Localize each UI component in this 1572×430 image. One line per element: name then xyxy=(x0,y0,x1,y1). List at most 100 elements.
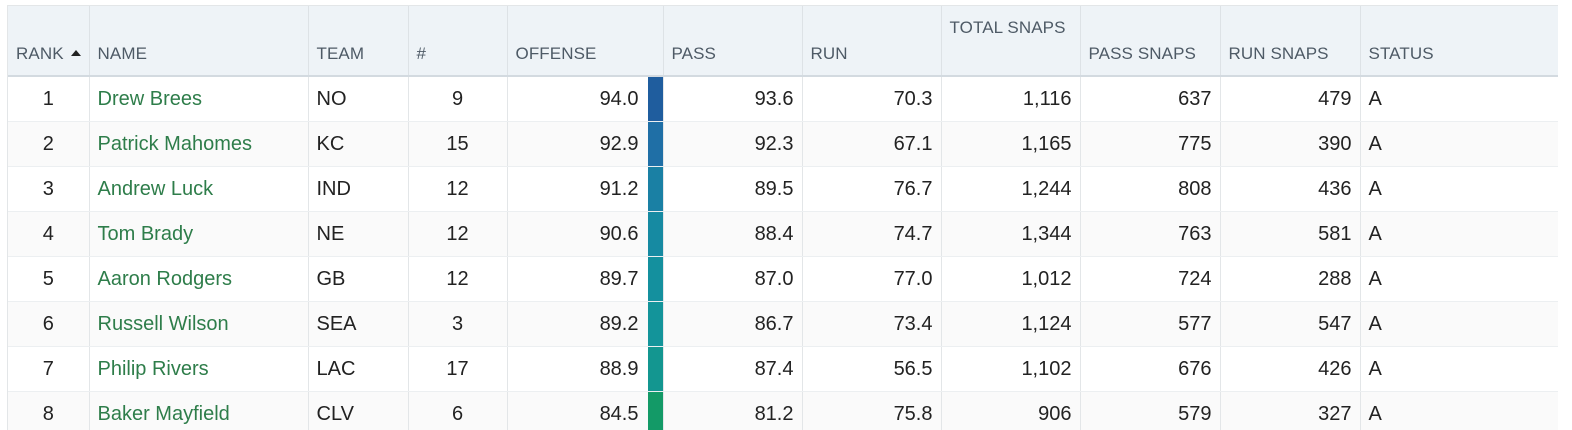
run-snaps-cell: 547 xyxy=(1220,302,1360,347)
status-cell: A xyxy=(1360,122,1558,167)
column-header-label: TOTAL SNAPS xyxy=(950,18,1066,37)
column-header-rank[interactable]: RANK xyxy=(8,6,89,76)
pass-grade-cell: 93.6 xyxy=(663,76,802,122)
table-row[interactable]: 4 Tom Brady NE 12 90.6 88.4 74.7 1,344 7… xyxy=(8,212,1558,257)
player-name-link[interactable]: Baker Mayfield xyxy=(89,392,308,430)
run-snaps-cell: 581 xyxy=(1220,212,1360,257)
offense-grade-cell: 94.0 xyxy=(507,76,663,122)
offense-grade-value: 91.2 xyxy=(600,178,639,200)
jersey-number-cell: 6 xyxy=(408,392,507,430)
status-cell: A xyxy=(1360,347,1558,392)
column-header-name[interactable]: NAME xyxy=(89,6,308,76)
total-snaps-cell: 1,344 xyxy=(941,212,1080,257)
run-grade-cell: 77.0 xyxy=(802,257,941,302)
offense-grade-value: 89.7 xyxy=(600,268,639,290)
status-cell: A xyxy=(1360,257,1558,302)
offense-grade-cell: 88.9 xyxy=(507,347,663,392)
pass-snaps-cell: 775 xyxy=(1080,122,1220,167)
total-snaps-cell: 1,124 xyxy=(941,302,1080,347)
player-grades-table: RANK NAME TEAM # OFFENSE PASS RUN TOTAL … xyxy=(8,6,1558,430)
total-snaps-cell: 906 xyxy=(941,392,1080,430)
team-cell: SEA xyxy=(308,302,408,347)
offense-grade-value: 92.9 xyxy=(600,133,639,155)
offense-grade-value: 88.9 xyxy=(600,358,639,380)
jersey-number-cell: 12 xyxy=(408,257,507,302)
player-name-link[interactable]: Tom Brady xyxy=(89,212,308,257)
jersey-number-cell: 3 xyxy=(408,302,507,347)
pass-grade-cell: 92.3 xyxy=(663,122,802,167)
player-name-link[interactable]: Patrick Mahomes xyxy=(89,122,308,167)
table-row[interactable]: 1 Drew Brees NO 9 94.0 93.6 70.3 1,116 6… xyxy=(8,76,1558,122)
run-snaps-cell: 426 xyxy=(1220,347,1360,392)
player-name-link[interactable]: Drew Brees xyxy=(89,76,308,122)
offense-grade-value: 84.5 xyxy=(600,403,639,425)
rank-cell: 3 xyxy=(8,167,89,212)
total-snaps-cell: 1,102 xyxy=(941,347,1080,392)
column-header-label: RUN SNAPS xyxy=(1229,44,1329,63)
grade-color-bar xyxy=(648,257,663,301)
table-row[interactable]: 8 Baker Mayfield CLV 6 84.5 81.2 75.8 90… xyxy=(8,392,1558,430)
pass-snaps-cell: 808 xyxy=(1080,167,1220,212)
table-row[interactable]: 5 Aaron Rodgers GB 12 89.7 87.0 77.0 1,0… xyxy=(8,257,1558,302)
pass-snaps-cell: 724 xyxy=(1080,257,1220,302)
pass-grade-cell: 89.5 xyxy=(663,167,802,212)
run-snaps-cell: 436 xyxy=(1220,167,1360,212)
run-grade-cell: 70.3 xyxy=(802,76,941,122)
run-snaps-cell: 288 xyxy=(1220,257,1360,302)
column-header-label: STATUS xyxy=(1369,44,1434,63)
table-row[interactable]: 2 Patrick Mahomes KC 15 92.9 92.3 67.1 1… xyxy=(8,122,1558,167)
team-cell: LAC xyxy=(308,347,408,392)
player-name-link[interactable]: Russell Wilson xyxy=(89,302,308,347)
column-header-offense[interactable]: OFFENSE xyxy=(507,6,663,76)
column-header-label: PASS xyxy=(672,44,717,63)
total-snaps-cell: 1,244 xyxy=(941,167,1080,212)
team-cell: GB xyxy=(308,257,408,302)
grade-color-bar xyxy=(648,122,663,166)
pass-snaps-cell: 637 xyxy=(1080,76,1220,122)
offense-grade-cell: 92.9 xyxy=(507,122,663,167)
column-header-label: TEAM xyxy=(317,44,365,63)
status-cell: A xyxy=(1360,392,1558,430)
column-header-label: RUN xyxy=(811,44,848,63)
table-row[interactable]: 7 Philip Rivers LAC 17 88.9 87.4 56.5 1,… xyxy=(8,347,1558,392)
pass-grade-cell: 86.7 xyxy=(663,302,802,347)
offense-grade-cell: 84.5 xyxy=(507,392,663,430)
run-grade-cell: 74.7 xyxy=(802,212,941,257)
player-name-link[interactable]: Aaron Rodgers xyxy=(89,257,308,302)
team-cell: IND xyxy=(308,167,408,212)
column-header-label: # xyxy=(417,44,427,63)
grade-color-bar xyxy=(648,347,663,391)
rank-cell: 2 xyxy=(8,122,89,167)
column-header-run-snaps[interactable]: RUN SNAPS xyxy=(1220,6,1360,76)
pass-snaps-cell: 763 xyxy=(1080,212,1220,257)
pass-snaps-cell: 577 xyxy=(1080,302,1220,347)
grade-color-bar xyxy=(648,212,663,256)
pass-snaps-cell: 676 xyxy=(1080,347,1220,392)
sort-ascending-icon xyxy=(71,50,81,56)
column-header-total-snaps[interactable]: TOTAL SNAPS xyxy=(941,6,1080,76)
column-header-label: NAME xyxy=(98,44,148,63)
column-header-label: OFFENSE xyxy=(516,44,597,63)
player-name-link[interactable]: Philip Rivers xyxy=(89,347,308,392)
table-row[interactable]: 6 Russell Wilson SEA 3 89.2 86.7 73.4 1,… xyxy=(8,302,1558,347)
grade-color-bar xyxy=(648,77,663,121)
offense-grade-value: 94.0 xyxy=(600,88,639,110)
column-header-run[interactable]: RUN xyxy=(802,6,941,76)
run-grade-cell: 67.1 xyxy=(802,122,941,167)
pass-grade-cell: 87.4 xyxy=(663,347,802,392)
column-header-number[interactable]: # xyxy=(408,6,507,76)
run-snaps-cell: 327 xyxy=(1220,392,1360,430)
player-name-link[interactable]: Andrew Luck xyxy=(89,167,308,212)
column-header-team[interactable]: TEAM xyxy=(308,6,408,76)
column-header-pass-snaps[interactable]: PASS SNAPS xyxy=(1080,6,1220,76)
offense-grade-cell: 89.7 xyxy=(507,257,663,302)
table-row[interactable]: 3 Andrew Luck IND 12 91.2 89.5 76.7 1,24… xyxy=(8,167,1558,212)
total-snaps-cell: 1,116 xyxy=(941,76,1080,122)
column-header-label: PASS SNAPS xyxy=(1089,44,1196,63)
column-header-pass[interactable]: PASS xyxy=(663,6,802,76)
rank-cell: 4 xyxy=(8,212,89,257)
column-header-status[interactable]: STATUS xyxy=(1360,6,1558,76)
grade-color-bar xyxy=(648,167,663,211)
team-cell: KC xyxy=(308,122,408,167)
total-snaps-cell: 1,012 xyxy=(941,257,1080,302)
